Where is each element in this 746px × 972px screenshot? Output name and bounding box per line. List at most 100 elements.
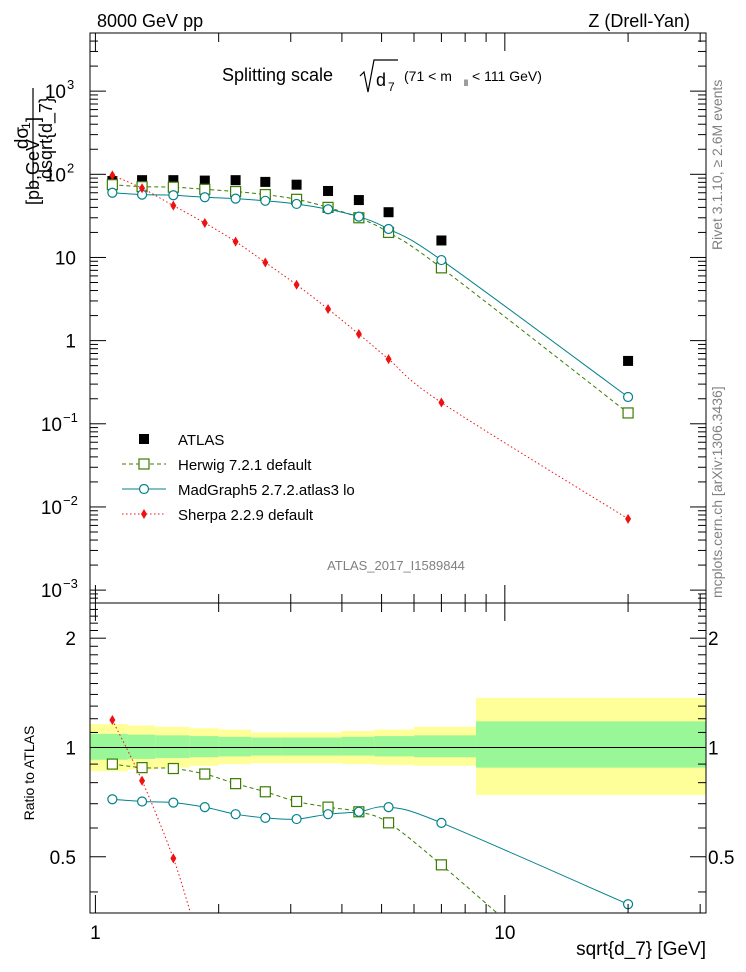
title-range-post: < 111 GeV) xyxy=(472,68,542,84)
ratio-point-sherpa-2 xyxy=(170,853,177,864)
main-y-tick-label: 10 xyxy=(55,248,76,269)
ratio-point-madgraph-6 xyxy=(291,813,302,825)
main-point-atlas-3 xyxy=(199,175,210,186)
main-y-tick-label: 10 xyxy=(45,82,66,103)
legend-label-atlas: ATLAS xyxy=(178,432,224,449)
main-point-madgraph-11 xyxy=(622,391,634,403)
band-inner-2 xyxy=(155,735,190,759)
ratio-point-herwig-4 xyxy=(230,778,242,790)
ratio-point-herwig-11 xyxy=(532,943,542,953)
main-point-madgraph-10 xyxy=(436,254,447,266)
main-y-tick-label: 10 xyxy=(45,165,66,186)
ratio-y-axis-label: Ratio to ATLAS xyxy=(21,726,37,821)
main-y-tick-label: 10 xyxy=(41,415,62,436)
band-inner-7 xyxy=(313,737,342,756)
ratio-point-herwig-5 xyxy=(259,786,271,798)
ylabel-denom: dsqrt{d_7} xyxy=(36,97,57,179)
main-point-atlas-9 xyxy=(383,207,394,218)
main-point-sherpa-6 xyxy=(293,279,300,290)
legend-marker-madgraph xyxy=(138,483,150,495)
main-point-sherpa-11 xyxy=(625,513,632,524)
main-point-sherpa-9 xyxy=(385,354,392,365)
main-point-madgraph-6 xyxy=(291,198,302,210)
main-point-atlas-1 xyxy=(137,175,148,186)
band-inner-0 xyxy=(90,733,128,760)
band-inner-3 xyxy=(189,736,219,758)
band-inner-11 xyxy=(475,721,706,768)
plot-title: Splitting scale d 7 (71 < m ll < 111 GeV… xyxy=(222,59,542,94)
band-inner-5 xyxy=(251,737,282,756)
band-inner-9 xyxy=(374,736,415,757)
main-point-madgraph-4 xyxy=(230,193,241,204)
ratio-line-sherpa xyxy=(111,719,191,913)
ratio-point-madgraph-1 xyxy=(136,796,148,807)
main-point-atlas-6 xyxy=(291,179,302,190)
main-point-atlas-5 xyxy=(260,176,271,187)
main-point-sherpa-1 xyxy=(139,183,146,194)
main-y-axis-unit: [pb,GeV -1 ] xyxy=(19,117,43,205)
ratio-y-tick-label-left: 2 xyxy=(65,629,76,650)
legend-label-sherpa: Sherpa 2.2.9 default xyxy=(178,507,314,524)
ratio-point-madgraph-8 xyxy=(353,806,364,817)
main-point-atlas-4 xyxy=(230,175,241,186)
main-point-sherpa-7 xyxy=(325,304,332,315)
ratio-line-herwig xyxy=(112,763,498,913)
main-point-madgraph-5 xyxy=(260,195,271,206)
ratio-point-herwig-3 xyxy=(199,768,211,780)
ratio-panel-frame xyxy=(89,602,707,914)
ratio-point-herwig-0 xyxy=(106,758,118,770)
band-inner-1 xyxy=(127,734,156,759)
ratio-point-madgraph-4 xyxy=(230,809,241,820)
legend: ATLAS Herwig 7.2.1 default MadGraph5 2.7.2… xyxy=(122,432,355,524)
axis-frames xyxy=(89,32,707,914)
ylabel-unit-close: ] xyxy=(23,117,43,122)
ratio-point-madgraph-5 xyxy=(260,812,271,823)
x-tick-label: 1 xyxy=(90,923,101,944)
ratio-point-sherpa-3 xyxy=(191,912,193,913)
header-left: 8000 GeV pp xyxy=(97,11,203,31)
main-point-madgraph-9 xyxy=(383,223,394,235)
main-y-tick-label: 1 xyxy=(65,332,76,353)
main-point-atlas-2 xyxy=(168,175,179,186)
ratio-point-herwig-6 xyxy=(290,795,303,808)
ylabel-unit: [pb,GeV xyxy=(23,139,43,205)
sqrt-sign xyxy=(359,59,398,93)
main-point-sherpa-10 xyxy=(438,397,445,408)
main-point-atlas-10 xyxy=(436,235,447,246)
x-tick-label: 10 xyxy=(494,923,515,944)
main-point-madgraph-0 xyxy=(107,187,118,198)
ratio-point-madgraph-0 xyxy=(107,794,118,805)
ratio-y-tick-label-left: 0.5 xyxy=(50,848,76,869)
main-point-sherpa-8 xyxy=(355,329,362,340)
band-inner-4 xyxy=(218,736,252,757)
main-point-sherpa-5 xyxy=(262,257,269,268)
main-y-tick-label: 10 xyxy=(41,581,62,602)
ratio-point-herwig-10 xyxy=(435,859,448,871)
legend-label-herwig: Herwig 7.2.1 default xyxy=(178,457,312,474)
main-point-madgraph-8 xyxy=(353,211,364,222)
ratio-point-herwig-1 xyxy=(136,762,148,774)
ylabel-dsig: dσ xyxy=(12,127,33,150)
ratio-point-madgraph-3 xyxy=(199,802,210,813)
ratio-point-sherpa-0 xyxy=(109,715,116,726)
main-y-tick-label-exp: −3 xyxy=(63,576,78,591)
main-y-tick-label-exp: −2 xyxy=(63,493,78,508)
band-inner-6 xyxy=(281,737,314,756)
legend-marker-atlas xyxy=(139,434,149,444)
main-point-madgraph-3 xyxy=(199,192,210,203)
header-right: Z (Drell-Yan) xyxy=(588,11,690,31)
ratio-point-madgraph-7 xyxy=(322,809,334,820)
ratio-point-herwig-9 xyxy=(382,817,395,829)
main-point-sherpa-4 xyxy=(232,236,239,247)
main-panel-series xyxy=(106,170,634,524)
title-symbol: d xyxy=(376,70,386,90)
ratio-y-tick-label-left: 1 xyxy=(65,738,76,759)
main-point-sherpa-2 xyxy=(170,200,177,211)
ratio-point-madgraph-9 xyxy=(383,802,394,813)
ratio-point-sherpa-1 xyxy=(139,775,146,786)
ratio-y-tick-label-right: 2 xyxy=(708,629,719,650)
title-range-sub: ll xyxy=(464,78,468,88)
title-main: Splitting scale xyxy=(222,65,333,85)
main-point-herwig-11 xyxy=(622,407,634,419)
